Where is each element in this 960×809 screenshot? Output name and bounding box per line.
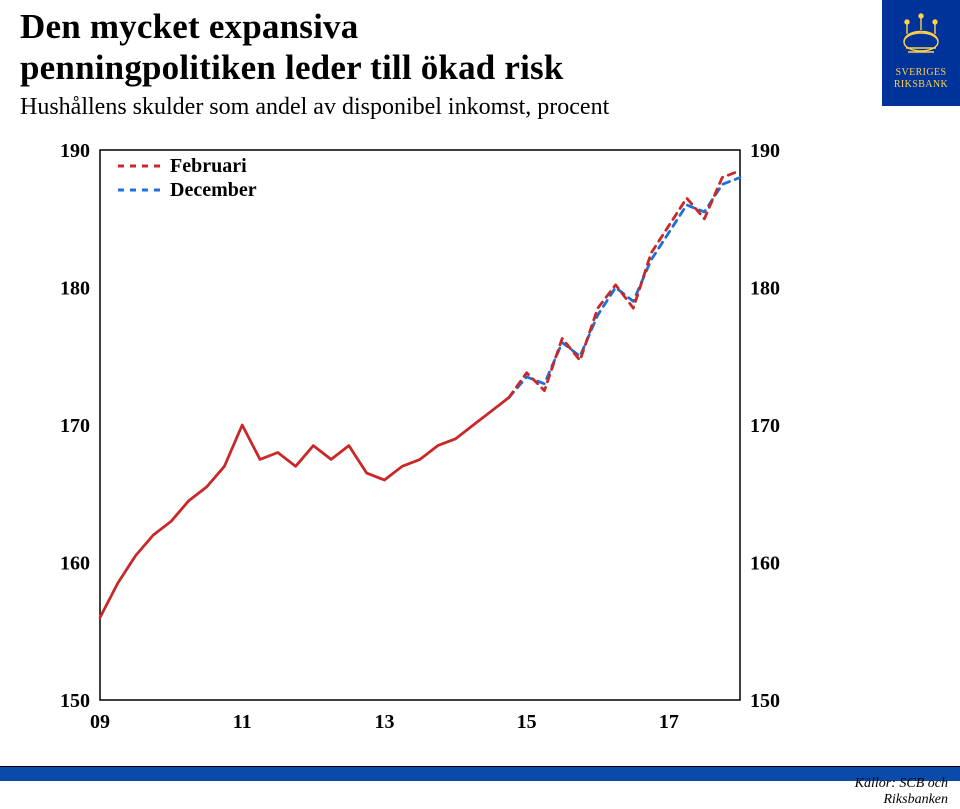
svg-text:December: December bbox=[170, 179, 257, 201]
svg-text:15: 15 bbox=[517, 711, 537, 733]
title-line-1: Den mycket expansiva bbox=[20, 7, 358, 46]
svg-text:150: 150 bbox=[750, 690, 780, 712]
svg-text:180: 180 bbox=[750, 278, 780, 300]
sources-line-1: Källor: SCB och bbox=[855, 776, 948, 791]
svg-text:190: 190 bbox=[750, 140, 780, 162]
svg-text:150: 150 bbox=[60, 690, 90, 712]
svg-text:160: 160 bbox=[750, 553, 780, 575]
title-line-2: penningpolitiken leder till ökad risk bbox=[20, 48, 564, 87]
svg-text:170: 170 bbox=[60, 415, 90, 437]
svg-text:190: 190 bbox=[60, 140, 90, 162]
footer-bar bbox=[0, 766, 960, 781]
svg-text:160: 160 bbox=[60, 553, 90, 575]
slide-subtitle: Hushållens skulder som andel av disponib… bbox=[20, 94, 609, 121]
sources-line-2: Riksbanken bbox=[883, 792, 948, 807]
slide-title: Den mycket expansiva penningpolitiken le… bbox=[20, 6, 564, 89]
svg-text:09: 09 bbox=[90, 711, 110, 733]
logo-text-1: SVERIGES bbox=[882, 67, 960, 79]
chart: 150 150 160 160 170 170 180 180 190 190 09 11 13 15 17… bbox=[40, 140, 800, 740]
svg-text:Februari: Februari bbox=[170, 155, 247, 177]
riksbank-logo: SVERIGES RIKSBANK bbox=[882, 0, 960, 106]
sources-text: Källor: SCB och Riksbanken bbox=[855, 776, 948, 807]
slide: Den mycket expansiva penningpolitiken le… bbox=[0, 0, 960, 809]
svg-text:170: 170 bbox=[750, 415, 780, 437]
svg-text:180: 180 bbox=[60, 278, 90, 300]
crown-icon bbox=[893, 8, 949, 64]
svg-text:17: 17 bbox=[659, 711, 679, 733]
logo-text-2: RIKSBANK bbox=[882, 79, 960, 91]
svg-text:13: 13 bbox=[374, 711, 394, 733]
svg-text:11: 11 bbox=[233, 711, 252, 733]
chart-svg: 150 150 160 160 170 170 180 180 190 190 09 11 13 15 17… bbox=[40, 140, 800, 740]
